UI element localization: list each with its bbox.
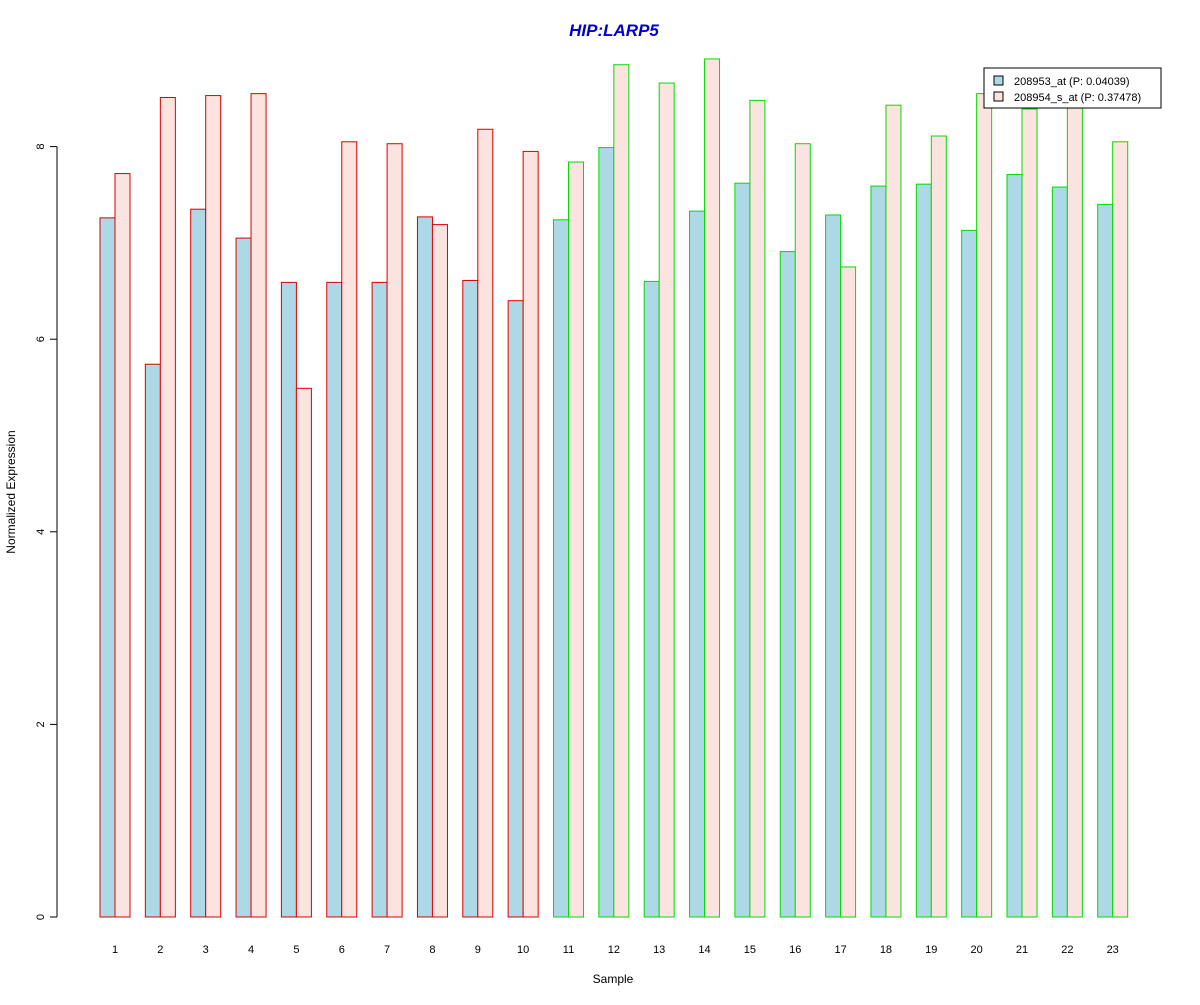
x-tick-label: 13 [653, 944, 665, 956]
x-tick-label: 19 [925, 944, 937, 956]
x-tick-label: 12 [608, 944, 620, 956]
bar [749, 99, 766, 918]
legend-swatch [993, 91, 1004, 102]
legend: 208953_at (P: 0.04039) 208954_s_at (P: 0.… [983, 67, 1162, 109]
y-tick-label: 2 [35, 721, 47, 727]
bar [326, 281, 343, 918]
bar [1112, 141, 1129, 918]
bar [386, 143, 403, 918]
legend-swatch [993, 75, 1004, 86]
x-tick-label: 16 [789, 944, 801, 956]
bar [114, 173, 131, 918]
bar [553, 219, 569, 918]
bar [779, 251, 796, 918]
x-tick-label: 2 [157, 944, 163, 956]
bar [1006, 174, 1023, 918]
bar [643, 280, 660, 918]
x-tick-label: 6 [339, 944, 345, 956]
bar [598, 147, 615, 918]
bar [1066, 107, 1083, 918]
bar [235, 237, 252, 918]
y-tick-label: 0 [35, 914, 47, 920]
y-tick-label: 8 [35, 144, 47, 150]
bar [431, 224, 448, 918]
bar [341, 141, 358, 918]
x-tick-label: 18 [880, 944, 892, 956]
bar [250, 93, 267, 918]
bar [507, 300, 524, 918]
x-tick-label: 21 [1016, 944, 1028, 956]
x-tick-label: 14 [698, 944, 710, 956]
bar [961, 229, 978, 918]
bar [1051, 186, 1068, 918]
legend-entry: 208954_s_at (P: 0.37478) [1014, 92, 1141, 104]
bar [689, 210, 706, 918]
bar [870, 185, 887, 918]
y-tick-label: 4 [35, 529, 47, 535]
bar [477, 128, 494, 918]
bar [885, 104, 902, 918]
x-axis-ticks: 1 2 3 4 5 6 7 8 9 10 11 12 13 14 15 16 17 18 19 20 21 22 23 [112, 944, 1119, 956]
bar [522, 150, 539, 918]
x-tick-label: 4 [248, 944, 254, 956]
bar [825, 214, 842, 918]
x-tick-label: 20 [971, 944, 983, 956]
x-tick-label: 17 [834, 944, 846, 956]
x-axis-label: Sample [593, 972, 634, 986]
x-tick-label: 22 [1061, 944, 1073, 956]
x-tick-label: 9 [475, 944, 481, 956]
x-tick-label: 11 [563, 944, 574, 956]
legend-box [983, 67, 1162, 109]
x-tick-label: 7 [384, 944, 390, 956]
x-tick-label: 5 [293, 944, 299, 956]
legend-entry: 208953_at (P: 0.04039) [1014, 76, 1130, 88]
bar [1097, 203, 1114, 918]
bar [371, 281, 388, 918]
bar [205, 95, 222, 918]
bar [794, 143, 811, 918]
x-tick-label: 23 [1107, 944, 1119, 956]
bar [568, 161, 584, 918]
bar [159, 96, 176, 918]
bar-group [99, 58, 1129, 918]
x-tick-label: 10 [517, 944, 529, 956]
bar [462, 279, 479, 918]
bar [704, 58, 721, 918]
bar [930, 135, 947, 918]
bar [613, 64, 630, 918]
bar [416, 216, 433, 918]
bar [280, 281, 297, 918]
x-tick-label: 15 [744, 944, 756, 956]
bar [99, 217, 116, 918]
bar [295, 387, 312, 918]
y-tick-label: 6 [35, 336, 47, 342]
bar [190, 208, 207, 918]
bar [144, 363, 161, 918]
x-tick-label: 3 [203, 944, 209, 956]
bar [658, 82, 675, 918]
bar [840, 266, 857, 918]
bar [976, 93, 993, 918]
bar [915, 183, 932, 918]
chart-title: HIP:LARP5 [569, 21, 659, 40]
x-tick-label: 8 [429, 944, 435, 956]
bar [734, 182, 751, 918]
y-axis: 0 2 4 6 8 [35, 144, 58, 920]
y-axis-label: Normalized Expression [4, 430, 18, 553]
bar [1021, 108, 1038, 918]
x-tick-label: 1 [112, 944, 118, 956]
